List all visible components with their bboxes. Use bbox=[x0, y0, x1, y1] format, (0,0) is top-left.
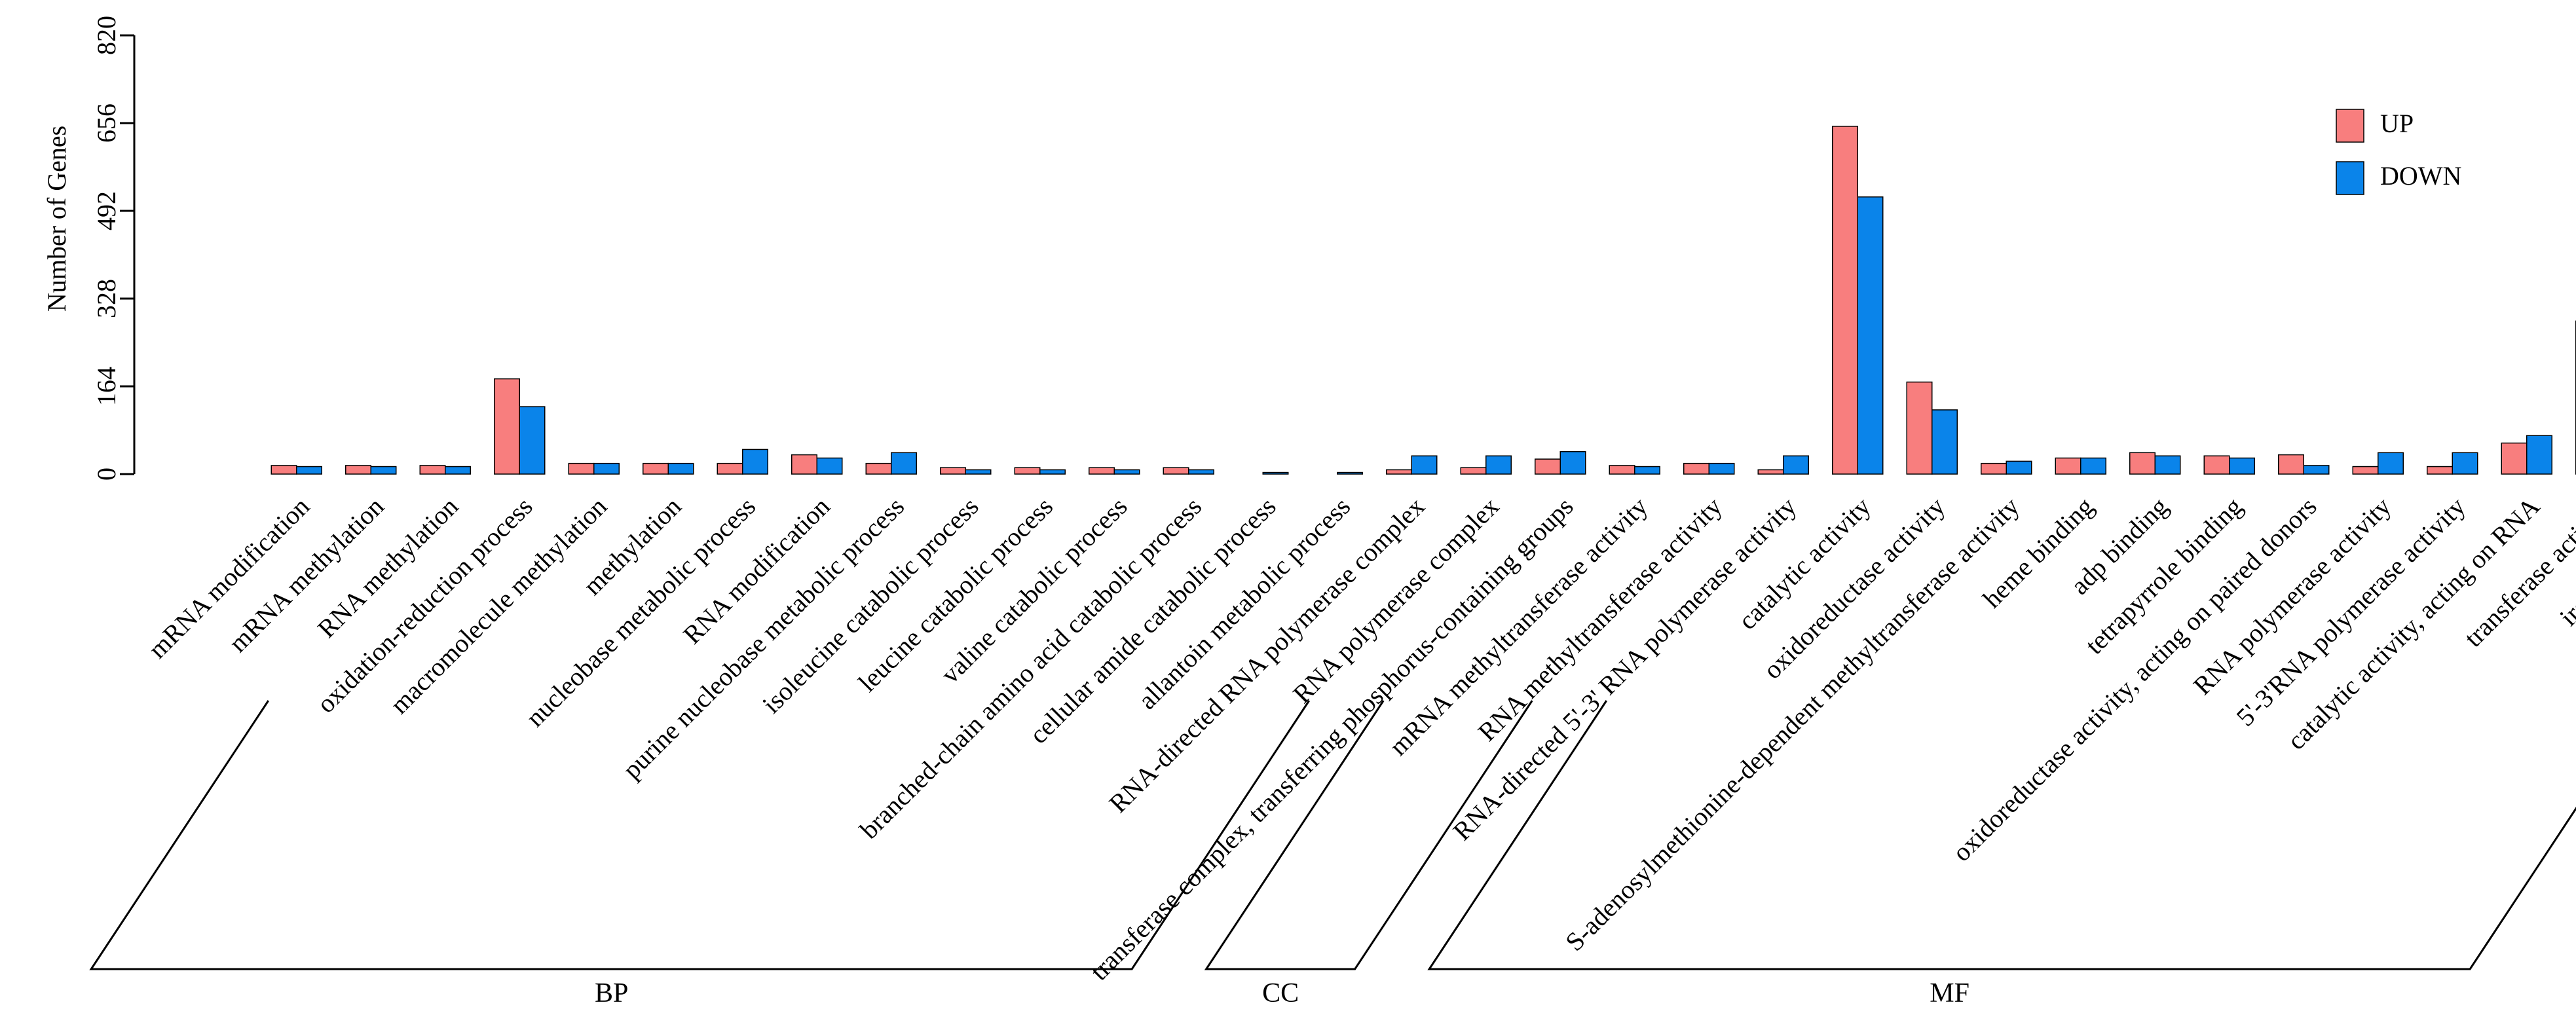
group-bracket-cc bbox=[1204, 700, 1533, 970]
bar-up-29 bbox=[2427, 466, 2453, 475]
bars bbox=[271, 126, 2576, 475]
y-tick-label: 328 bbox=[92, 279, 121, 318]
bar-up-17 bbox=[1535, 458, 1561, 475]
bar-up-18 bbox=[1609, 465, 1635, 475]
bar-up-15 bbox=[1386, 469, 1412, 475]
bar-up-7 bbox=[791, 454, 817, 475]
bar-down-18 bbox=[1634, 466, 1660, 475]
legend-swatch-up bbox=[2336, 109, 2364, 143]
y-axis-title: Number of Genes bbox=[42, 126, 71, 312]
group-bracket-mf bbox=[1427, 700, 2576, 970]
legend-swatch-down bbox=[2336, 161, 2364, 195]
bar-up-20 bbox=[1757, 469, 1784, 475]
category-label: catalytic activity bbox=[1732, 492, 1876, 636]
bar-down-10 bbox=[1039, 469, 1066, 475]
bar-down-20 bbox=[1783, 455, 1809, 475]
bar-up-10 bbox=[1014, 467, 1041, 475]
legend-label-up: UP bbox=[2380, 109, 2414, 138]
bar-down-27 bbox=[2303, 465, 2330, 475]
bar-down-30 bbox=[2526, 435, 2552, 475]
bar-down-15 bbox=[1411, 455, 1438, 475]
bar-up-0 bbox=[271, 465, 297, 475]
bar-up-30 bbox=[2501, 442, 2528, 475]
legend-label-down: DOWN bbox=[2380, 161, 2461, 191]
bar-down-11 bbox=[1113, 469, 1140, 475]
bar-down-1 bbox=[370, 466, 397, 475]
bar-down-23 bbox=[2006, 460, 2032, 475]
group-brackets: BP CC MF bbox=[89, 700, 2576, 1008]
y-tick-label: 164 bbox=[92, 367, 121, 406]
group-label-cc: CC bbox=[1262, 978, 1299, 1008]
bar-up-27 bbox=[2278, 454, 2304, 475]
bar-down-3 bbox=[519, 406, 546, 475]
bar-down-21 bbox=[1857, 196, 1884, 475]
category-label: RNA-directed 5'-3' RNA polymerase activi… bbox=[1447, 492, 1802, 847]
bar-up-26 bbox=[2203, 455, 2230, 475]
group-bracket-bp bbox=[89, 700, 1311, 970]
bar-up-23 bbox=[1981, 462, 2007, 475]
y-tick-label: 820 bbox=[92, 16, 121, 55]
bar-up-2 bbox=[419, 465, 446, 475]
bar-up-19 bbox=[1683, 462, 1709, 475]
bar-down-29 bbox=[2452, 452, 2478, 475]
bar-down-9 bbox=[965, 469, 992, 475]
bar-down-13 bbox=[1262, 471, 1289, 475]
category-label: transferase complex, transferring phosph… bbox=[1084, 492, 1578, 986]
bar-up-11 bbox=[1089, 467, 1115, 475]
bar-up-21 bbox=[1832, 126, 1858, 475]
bar-up-1 bbox=[345, 465, 371, 475]
bar-up-3 bbox=[494, 378, 520, 475]
bar-up-22 bbox=[1906, 381, 1933, 475]
bar-down-19 bbox=[1708, 462, 1735, 475]
bar-down-28 bbox=[2378, 452, 2404, 475]
bar-down-5 bbox=[667, 462, 694, 475]
bar-up-8 bbox=[865, 462, 892, 475]
bar-down-24 bbox=[2080, 457, 2106, 475]
bar-up-6 bbox=[717, 462, 743, 475]
bar-up-24 bbox=[2055, 457, 2081, 475]
y-tick-label: 492 bbox=[92, 191, 121, 230]
bar-down-12 bbox=[1188, 469, 1214, 475]
group-label-mf: MF bbox=[1930, 978, 1969, 1008]
bar-down-22 bbox=[1932, 409, 1958, 475]
bar-down-26 bbox=[2229, 457, 2255, 475]
bar-down-14 bbox=[1337, 471, 1363, 475]
bar-down-25 bbox=[2154, 455, 2181, 475]
bar-up-9 bbox=[940, 467, 966, 475]
bar-up-25 bbox=[2129, 452, 2156, 475]
bar-up-4 bbox=[568, 462, 595, 475]
bar-down-16 bbox=[1485, 455, 1512, 475]
bar-up-5 bbox=[643, 462, 669, 475]
bar-down-0 bbox=[296, 466, 322, 475]
group-label-bp: BP bbox=[595, 978, 628, 1008]
bar-up-28 bbox=[2352, 466, 2379, 475]
y-tick-label: 656 bbox=[92, 103, 121, 143]
bar-down-6 bbox=[742, 449, 768, 475]
y-tick-label: 0 bbox=[92, 468, 121, 481]
bar-up-12 bbox=[1163, 467, 1189, 475]
legend: UP DOWN bbox=[2336, 109, 2461, 195]
y-axis: 0 164 328 492 656 820 bbox=[92, 16, 136, 481]
bar-down-8 bbox=[891, 452, 917, 475]
bar-down-4 bbox=[593, 462, 620, 475]
bar-down-7 bbox=[816, 457, 843, 475]
bar-up-16 bbox=[1460, 467, 1487, 475]
bar-down-17 bbox=[1559, 450, 1586, 475]
bar-down-2 bbox=[445, 466, 471, 475]
category-label: branched-chain amino acid catabolic proc… bbox=[854, 492, 1207, 845]
